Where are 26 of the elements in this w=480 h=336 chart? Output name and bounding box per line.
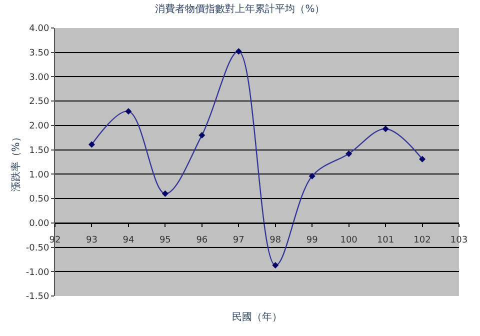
y-axis-title: 漲跌率（%） bbox=[10, 132, 22, 192]
y-tick-label: 4.00 bbox=[29, 24, 50, 34]
x-tick-label: 98 bbox=[270, 236, 282, 246]
y-tick-label: 1.50 bbox=[29, 146, 50, 156]
x-tick-label: 100 bbox=[340, 236, 358, 246]
y-tick-label: 1.00 bbox=[29, 170, 50, 180]
x-tick-label: 94 bbox=[122, 236, 134, 246]
y-tick-label: 2.00 bbox=[29, 122, 50, 132]
y-tick-label: 3.00 bbox=[29, 72, 50, 83]
x-tick-label: 96 bbox=[196, 236, 208, 246]
y-tick-label: -0.50 bbox=[26, 243, 50, 254]
x-tick-label: 101 bbox=[376, 236, 394, 246]
chart-title: 消費者物價指數對上年累計平均（%） bbox=[155, 3, 325, 16]
y-tick-label: 3.50 bbox=[29, 48, 50, 59]
x-tick-label: 99 bbox=[306, 236, 318, 246]
y-tick-label: 2.50 bbox=[29, 97, 50, 108]
x-tick-label: 95 bbox=[159, 236, 171, 246]
x-axis-title: 民國（年） bbox=[232, 311, 282, 323]
x-tick-label: 93 bbox=[86, 236, 98, 246]
y-tick-label: 0.50 bbox=[29, 194, 50, 205]
y-tick-label: -1.00 bbox=[26, 268, 50, 278]
x-tick-label: 102 bbox=[414, 236, 431, 246]
x-tick-label: 97 bbox=[232, 236, 244, 246]
x-tick-label: 103 bbox=[450, 236, 468, 246]
y-tick-label: 0.00 bbox=[29, 219, 50, 230]
y-tick-label: -1.50 bbox=[26, 292, 50, 302]
